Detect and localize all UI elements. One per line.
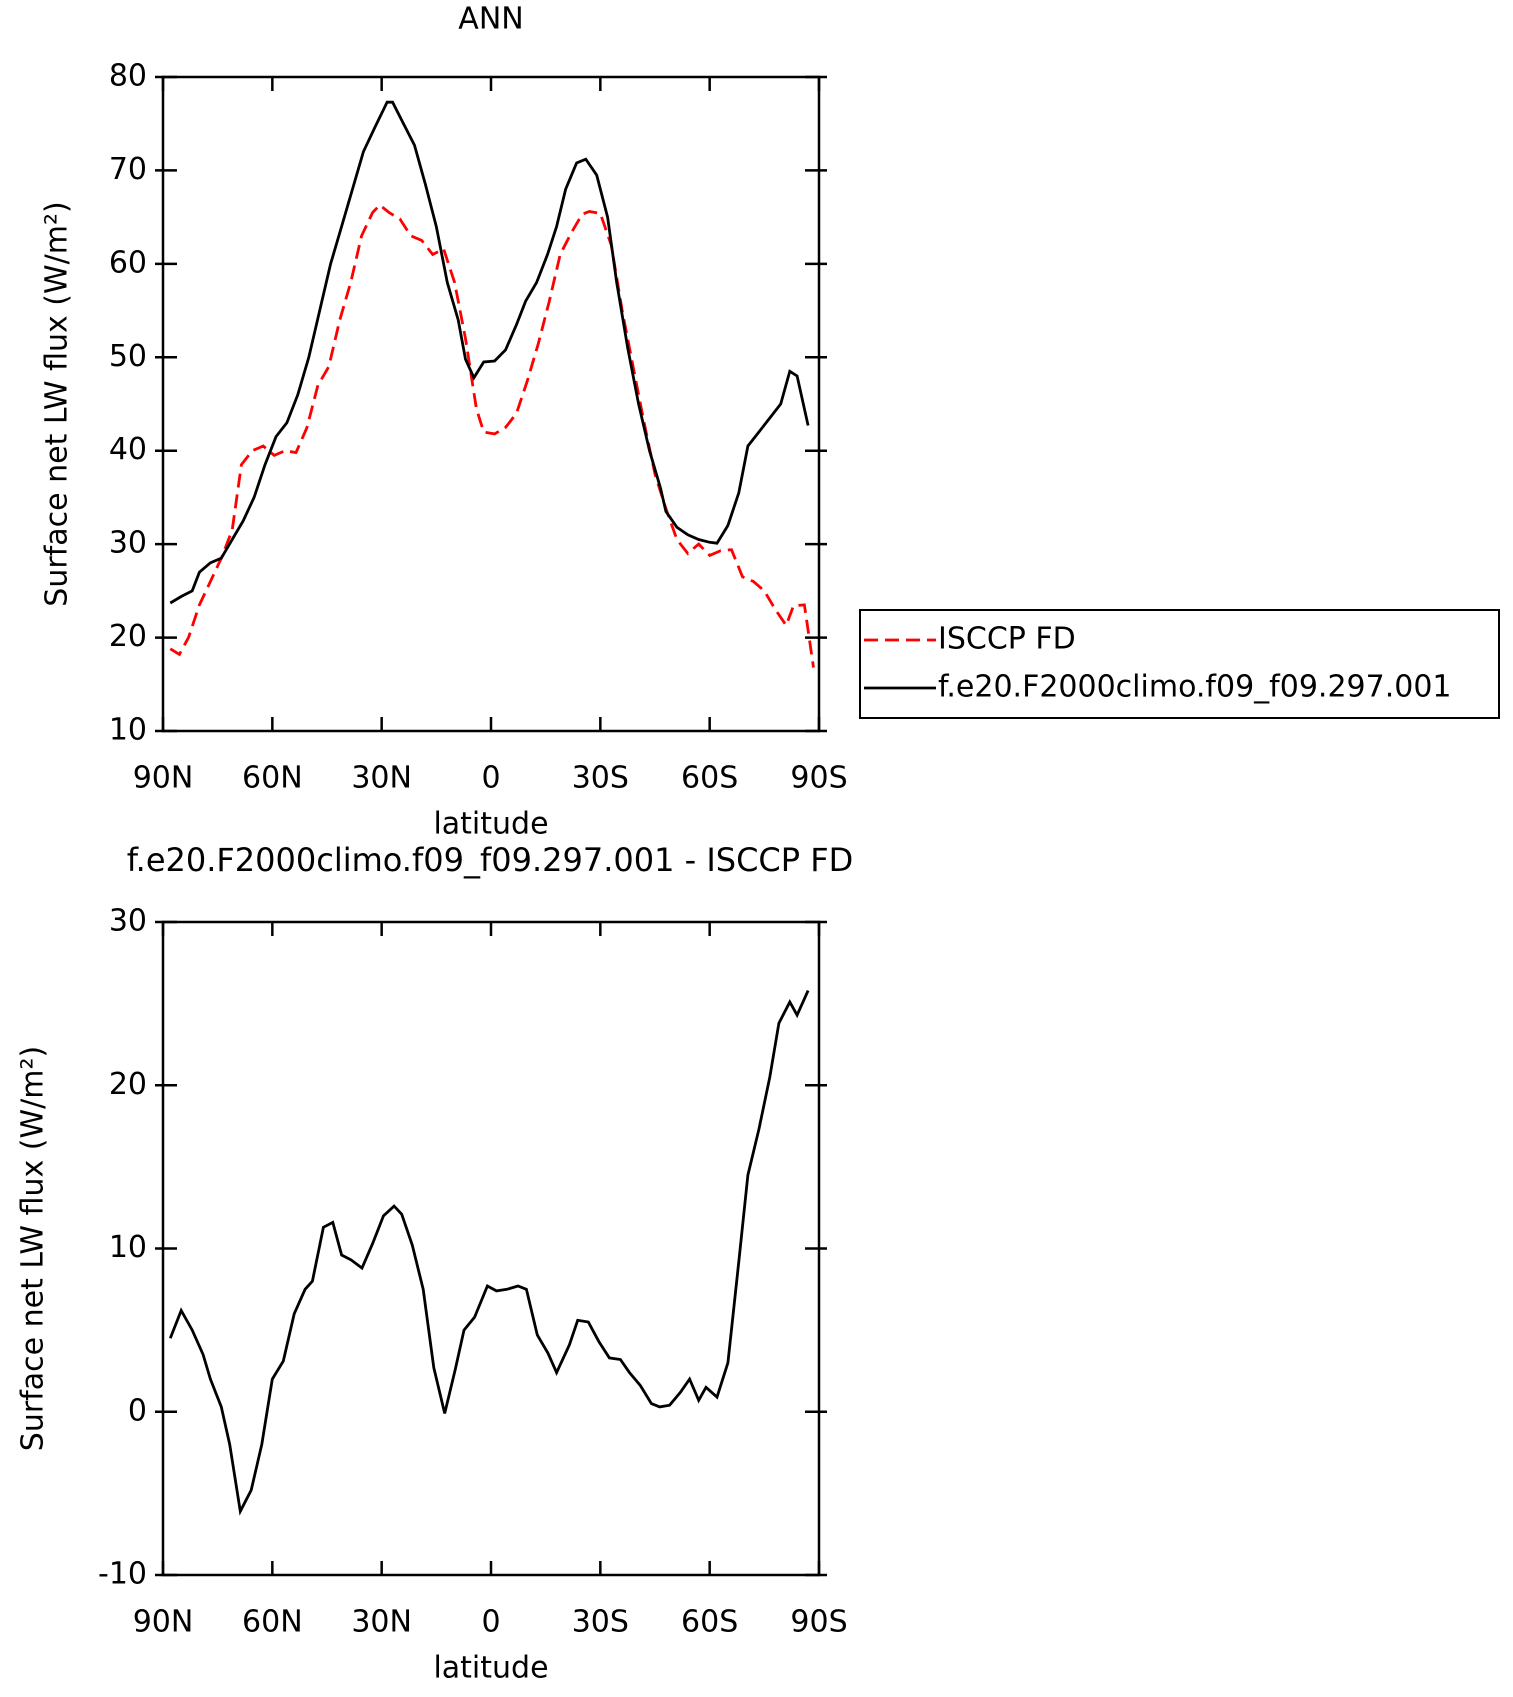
x-tick-label: 60S	[681, 1605, 738, 1640]
x-tick-label: 30N	[351, 761, 412, 796]
x-tick-label: 60N	[242, 1605, 303, 1640]
x-tick-label: 90N	[133, 1605, 194, 1640]
y-tick-label: 20	[109, 1067, 147, 1102]
x-axis-label: latitude	[433, 1651, 548, 1686]
legend-label: f.e20.F2000climo.f09_f09.297.001	[938, 670, 1452, 705]
y-tick-label: -10	[98, 1557, 147, 1592]
x-tick-label: 0	[481, 761, 500, 796]
data-line	[168, 990, 810, 1516]
y-tick-label: 80	[109, 59, 147, 94]
chart-title: ANN	[458, 2, 523, 37]
y-tick-label: 0	[128, 1393, 147, 1428]
y-tick-label: 50	[109, 339, 147, 374]
x-tick-label: 30S	[572, 761, 629, 796]
y-tick-label: 20	[109, 619, 147, 654]
plot-frame	[161, 920, 821, 1577]
x-axis-label: latitude	[433, 807, 548, 842]
x-tick-label: 90S	[790, 761, 847, 796]
y-axis-label: Surface net LW flux (W/m²)	[40, 201, 75, 606]
x-tick-label: 60N	[242, 761, 303, 796]
y-axis-label: Surface net LW flux (W/m²)	[16, 1046, 51, 1451]
y-tick-label: 70	[109, 152, 147, 187]
y-tick-label: 60	[109, 245, 147, 280]
x-tick-label: 30N	[351, 1605, 412, 1640]
legend-box	[859, 609, 1500, 719]
chart-title: f.e20.F2000climo.f09_f09.297.001 - ISCCP…	[127, 841, 854, 879]
plot-frame	[161, 75, 821, 733]
x-tick-label: 30S	[572, 1605, 629, 1640]
y-tick-label: 10	[109, 1230, 147, 1265]
y-tick-label: 30	[109, 904, 147, 939]
legend-label: ISCCP FD	[938, 622, 1076, 657]
x-tick-label: 90S	[790, 1605, 847, 1640]
data-line	[169, 203, 815, 668]
y-tick-label: 40	[109, 432, 147, 467]
x-tick-label: 0	[481, 1605, 500, 1640]
y-tick-label: 30	[109, 526, 147, 561]
data-line	[169, 100, 810, 605]
y-tick-label: 10	[109, 713, 147, 748]
x-tick-label: 90N	[133, 761, 194, 796]
x-tick-label: 60S	[681, 761, 738, 796]
